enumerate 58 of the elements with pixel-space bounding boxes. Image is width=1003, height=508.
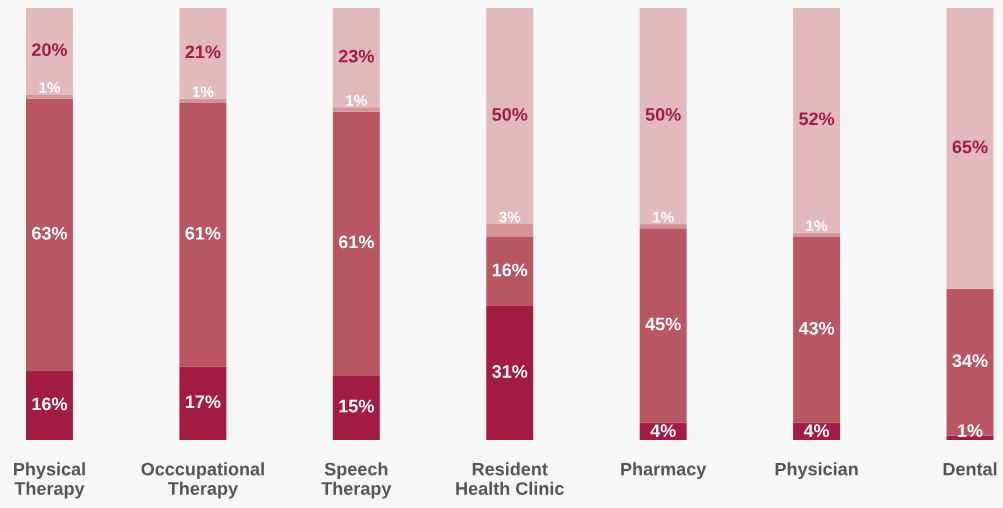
bar	[793, 8, 841, 233]
bar	[793, 232, 841, 237]
bar	[26, 94, 73, 99]
bar	[179, 8, 227, 99]
bar	[639, 224, 687, 229]
data-label: 34%	[952, 354, 988, 368]
data-label: 1%	[806, 220, 828, 232]
data-label: 1%	[653, 211, 674, 223]
bar	[179, 98, 227, 104]
data-label: 63%	[32, 226, 68, 240]
x-tick-label: Speech Therapy	[321, 462, 392, 499]
x-tick-label: Resident Health Clinic	[456, 462, 564, 495]
bar	[332, 111, 380, 376]
data-label: 15%	[339, 399, 374, 413]
data-label: 16%	[492, 263, 528, 277]
data-label: 52%	[799, 112, 835, 126]
data-label: 43%	[798, 321, 835, 335]
bar	[486, 306, 534, 440]
data-label: 20%	[32, 43, 68, 57]
bar	[486, 224, 534, 237]
bar	[486, 236, 534, 307]
data-label: 61%	[185, 226, 221, 240]
bar	[332, 8, 380, 108]
data-label: 21%	[185, 45, 221, 59]
x-tick-label: Physical Therapy	[14, 462, 85, 499]
data-label: 23%	[338, 49, 374, 63]
data-label: 4%	[803, 424, 830, 438]
data-label: 1%	[958, 424, 983, 438]
data-label: 1%	[39, 82, 61, 93]
data-label: 45%	[645, 317, 681, 331]
data-label: 3%	[499, 211, 521, 223]
x-tick-label: Pharmacy	[621, 462, 707, 480]
data-label: 16%	[32, 397, 68, 411]
bar	[332, 107, 380, 112]
x-tick-label: Occcupational Therapy	[141, 462, 264, 499]
bar	[639, 8, 687, 224]
data-label: 50%	[645, 108, 681, 121]
bar	[946, 8, 994, 289]
bar	[179, 366, 227, 440]
bar	[332, 375, 380, 440]
bar	[639, 228, 687, 423]
bar	[793, 236, 841, 423]
data-label: 1%	[192, 86, 214, 98]
bar	[179, 103, 227, 367]
data-label: 31%	[492, 365, 528, 378]
data-label: 61%	[338, 235, 374, 249]
bar	[946, 288, 994, 436]
data-label: 65%	[952, 140, 988, 154]
x-tick-label: Dental	[943, 462, 997, 476]
data-label: 1%	[346, 95, 367, 106]
bar	[26, 370, 73, 440]
bar	[26, 8, 73, 95]
data-label: 50%	[492, 108, 528, 121]
x-tick-label: Physician	[775, 462, 858, 480]
data-label: 4%	[650, 424, 676, 438]
bar	[26, 98, 73, 371]
data-label: 17%	[185, 395, 221, 409]
bar	[486, 8, 534, 224]
